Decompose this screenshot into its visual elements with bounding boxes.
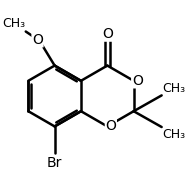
Text: O: O [132,74,143,88]
Text: CH₃: CH₃ [162,128,186,141]
Text: CH₃: CH₃ [2,17,25,30]
Text: O: O [105,119,116,133]
Text: O: O [102,27,113,41]
Text: O: O [32,33,43,47]
Text: CH₃: CH₃ [162,82,186,95]
Text: Br: Br [47,156,62,170]
